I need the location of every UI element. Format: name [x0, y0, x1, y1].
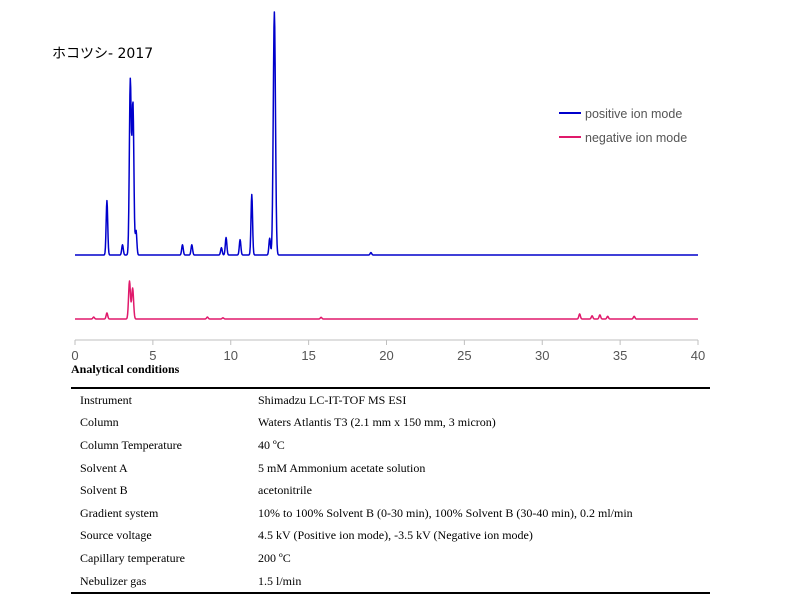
condition-label: Column Temperature: [80, 437, 182, 452]
table-row: Gradient system 10% to 100% Solvent B (0-…: [71, 502, 710, 525]
condition-value: 200 ºC: [258, 550, 291, 565]
x-tick-label: 5: [149, 348, 156, 360]
chromatogram-chart: ホコツシ- 2017 0 5 10 15 20 25 30 35 40 positive ion…: [52, 11, 705, 360]
x-tick-label: 35: [613, 348, 627, 360]
legend: positive ion mode negative ion mode: [559, 107, 687, 145]
x-tick-label: 15: [301, 348, 315, 360]
x-tick-label: 40: [691, 348, 705, 360]
condition-label: Capillary temperature: [80, 550, 185, 565]
sample-title: ホコツシ- 2017: [52, 46, 153, 62]
condition-label: Nebulizer gas: [80, 573, 147, 588]
table-row: Solvent A 5 mM Ammonium acetate solution: [71, 457, 710, 480]
table-row: Capillary temperature 200 ºC: [71, 547, 710, 570]
condition-value: 4.5 kV (Positive ion mode), -3.5 kV (Neg…: [258, 528, 533, 543]
condition-label: Solvent A: [80, 460, 128, 475]
condition-value: Shimadzu LC-IT-TOF MS ESI: [258, 392, 407, 407]
x-tick-label: 0: [71, 348, 78, 360]
condition-value: 40 ºC: [258, 437, 285, 452]
condition-label: Gradient system: [80, 505, 159, 520]
condition-value: 1.5 l/min: [258, 573, 302, 588]
trace-layer: [74, 11, 699, 320]
series-line-positive: [74, 11, 699, 256]
legend-label-positive: positive ion mode: [585, 107, 682, 121]
condition-label: Column: [80, 415, 119, 430]
table-row: Instrument Shimadzu LC-IT-TOF MS ESI: [71, 388, 710, 412]
condition-value: 10% to 100% Solvent B (0-30 min), 100% S…: [258, 505, 633, 520]
condition-value: Waters Atlantis T3 (2.1 mm x 150 mm, 3 m…: [258, 415, 496, 430]
condition-value: acetonitrile: [258, 483, 312, 498]
table-row: Column Temperature 40 ºC: [71, 434, 710, 457]
series-line-negative: [74, 280, 699, 320]
condition-label: Solvent B: [80, 483, 128, 498]
table-row: Column Waters Atlantis T3 (2.1 mm x 150 m…: [71, 412, 710, 435]
table-row: Solvent B acetonitrile: [71, 479, 710, 502]
conditions-title: Analytical conditions: [71, 362, 180, 376]
x-tick-label: 20: [379, 348, 393, 360]
condition-value: 5 mM Ammonium acetate solution: [258, 460, 426, 475]
condition-label: Source voltage: [80, 528, 152, 543]
condition-label: Instrument: [80, 392, 132, 407]
legend-label-negative: negative ion mode: [585, 131, 687, 145]
table-row: Source voltage 4.5 kV (Positive ion mode)…: [71, 525, 710, 548]
conditions-table: Instrument Shimadzu LC-IT-TOF MS ESI Colu…: [71, 387, 710, 595]
x-tick-label: 25: [457, 348, 471, 360]
table-row: Nebulizer gas 1.5 l/min: [71, 570, 710, 594]
x-tick-label: 30: [535, 348, 549, 360]
x-tick-label: 10: [224, 348, 238, 360]
x-axis-ticks: 0 5 10 15 20 25 30 35 40: [71, 340, 705, 360]
